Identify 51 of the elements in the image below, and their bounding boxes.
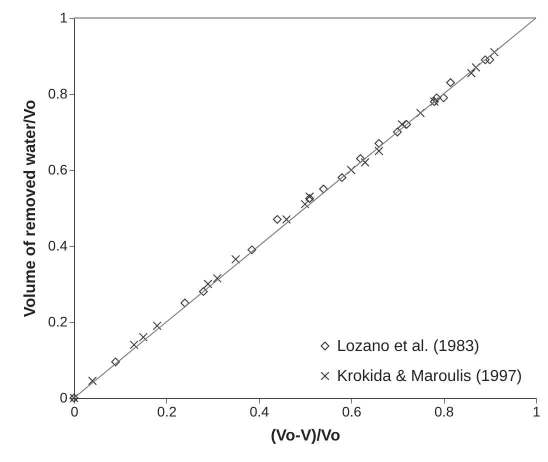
- point: [138, 332, 148, 342]
- point: [180, 298, 190, 308]
- point: [282, 215, 291, 224]
- point: [152, 321, 162, 330]
- point: [393, 128, 402, 136]
- point: [247, 245, 256, 254]
- y-axis-title: Volume of removed water/Vo: [22, 100, 40, 318]
- point: [272, 215, 282, 224]
- point: [198, 287, 208, 296]
- point: [346, 166, 356, 174]
- legend-label: Lozano et al. (1983): [337, 338, 480, 355]
- legend-label: Krokida & Maroulis (1997): [337, 368, 522, 385]
- point: [130, 340, 138, 350]
- point: [212, 274, 222, 283]
- point: [88, 376, 97, 386]
- point: [466, 68, 476, 78]
- y-tick-label: 0.2: [48, 314, 68, 330]
- y-tick-label: 0.6: [48, 162, 68, 178]
- point: [338, 173, 346, 182]
- x-tick-label: 0.8: [434, 404, 454, 420]
- point: [111, 358, 120, 366]
- x-tick-label: 0.2: [157, 404, 177, 420]
- point: [374, 139, 384, 148]
- point: [305, 194, 314, 203]
- point: [374, 146, 384, 156]
- point: [402, 120, 412, 129]
- point: [472, 63, 480, 72]
- point: [439, 93, 448, 102]
- y-tick-label: 0: [60, 390, 68, 406]
- y-tick-label: 0.8: [48, 86, 68, 102]
- point: [319, 184, 328, 194]
- point: [231, 254, 240, 264]
- y-tick-label: 0.4: [48, 238, 68, 254]
- y-tick-label: 1: [60, 10, 68, 26]
- x-tick-label: 0.4: [250, 404, 270, 420]
- point: [485, 55, 494, 64]
- point: [398, 120, 406, 129]
- point: [356, 154, 365, 163]
- point: [360, 158, 370, 167]
- point: [432, 93, 442, 102]
- x-tick-label: 0: [70, 404, 79, 420]
- point: [480, 55, 490, 64]
- point: [446, 78, 455, 87]
- point: [490, 48, 499, 57]
- point: [300, 200, 310, 209]
- point: [204, 280, 212, 288]
- x-tick-label: 0.6: [342, 404, 362, 420]
- x-axis-title: (Vo-V)/Vo: [270, 428, 341, 444]
- point: [416, 108, 425, 118]
- point: [305, 192, 314, 201]
- x-tick-label: 1: [532, 404, 541, 420]
